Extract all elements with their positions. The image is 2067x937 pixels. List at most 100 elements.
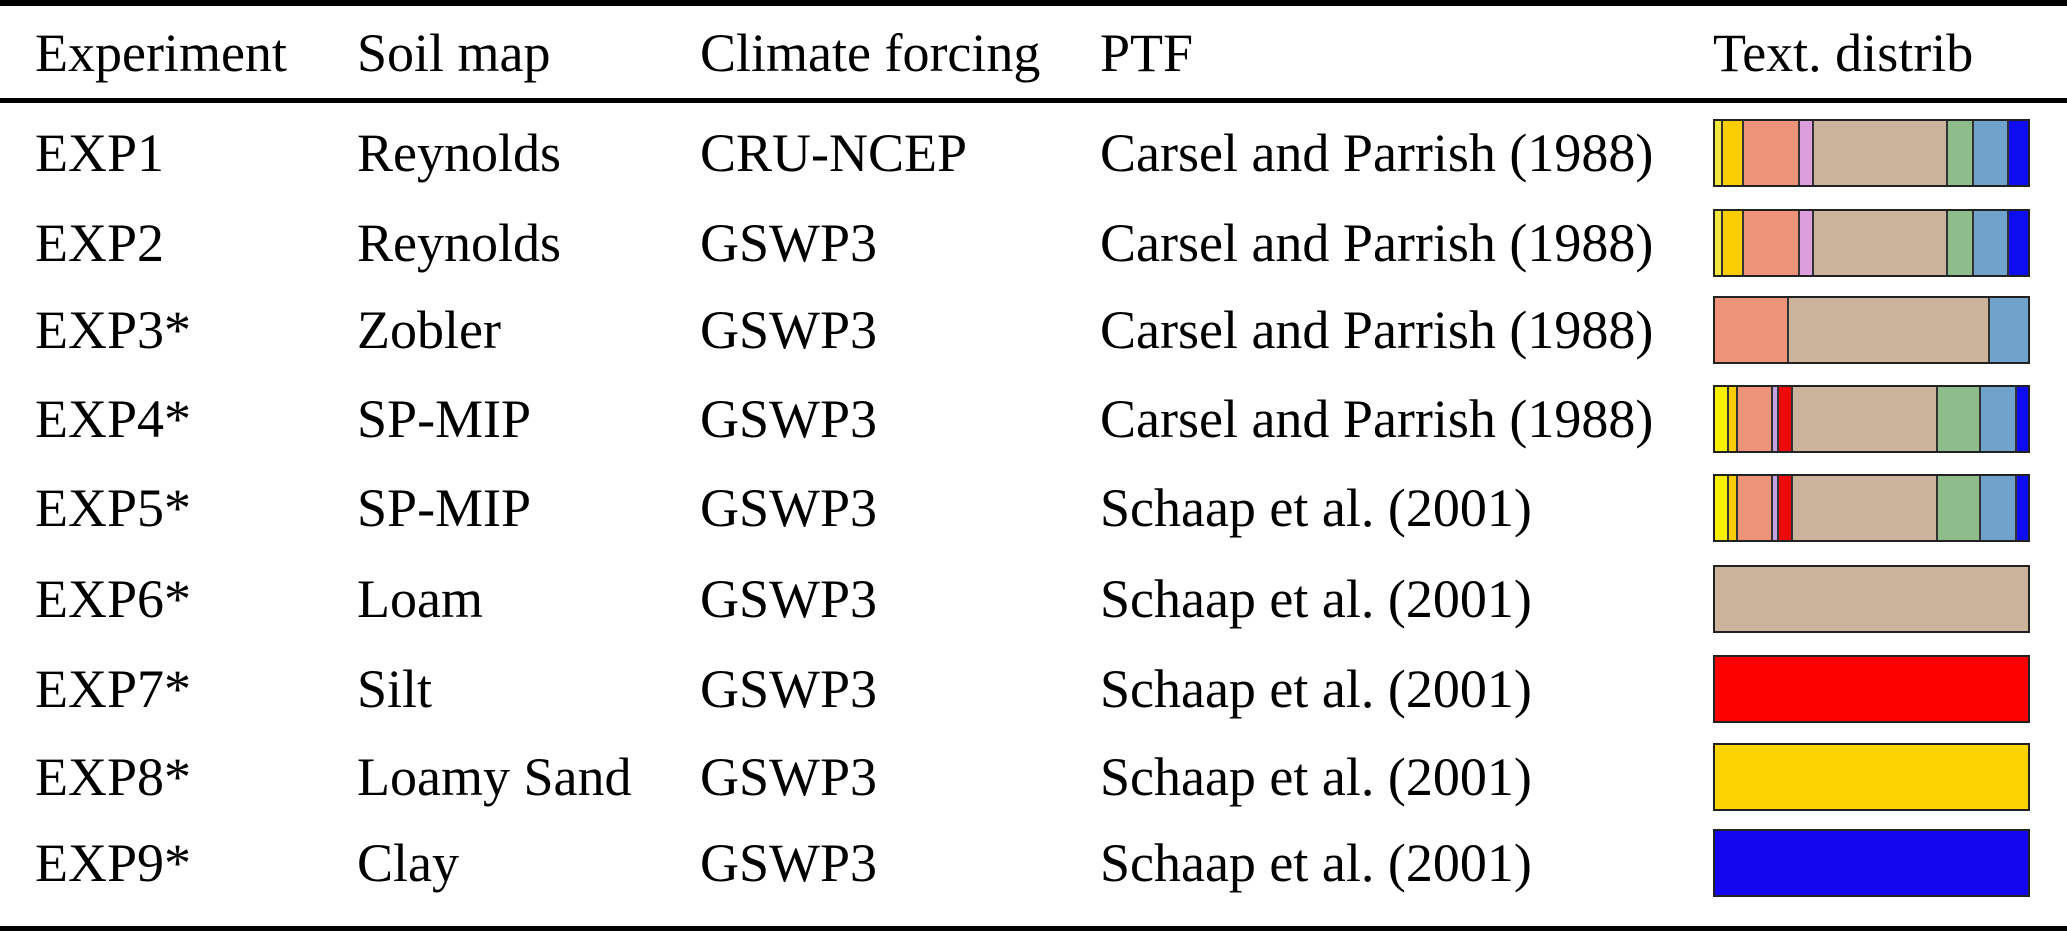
column-header-experiment: Experiment bbox=[35, 23, 287, 83]
texture-distribution-bar bbox=[1713, 119, 2030, 187]
table-row: EXP4* SP-MIP GSWP3 Carsel and Parrish (1… bbox=[0, 375, 2067, 463]
soil-map-cell: Reynolds bbox=[357, 213, 562, 273]
ptf-cell: Carsel and Parrish (1988) bbox=[1100, 389, 1654, 449]
texture-bar-segment bbox=[1727, 387, 1736, 451]
texture-distribution-bar bbox=[1713, 743, 2030, 811]
ptf-cell: Schaap et al. (2001) bbox=[1100, 659, 1532, 719]
soil-map-cell: Silt bbox=[357, 659, 433, 719]
texture-bar-segment bbox=[1741, 211, 1798, 275]
experiment-cell: EXP8* bbox=[35, 747, 192, 807]
texture-distribution-bar bbox=[1713, 655, 2030, 723]
texture-distribution-bar bbox=[1713, 474, 2030, 542]
texture-bar-segment bbox=[1978, 387, 2016, 451]
texture-bar-segment bbox=[1727, 476, 1736, 540]
table-row: EXP2 Reynolds GSWP3 Carsel and Parrish (… bbox=[0, 199, 2067, 287]
texture-bar-segment bbox=[2007, 211, 2028, 275]
texture-bar-segment bbox=[1715, 211, 1721, 275]
experiment-cell: EXP9* bbox=[35, 833, 192, 893]
ptf-cell: Schaap et al. (2001) bbox=[1100, 747, 1532, 807]
table-row: EXP1 Reynolds CRU-NCEP Carsel and Parris… bbox=[0, 109, 2067, 197]
table-row: EXP9* Clay GSWP3 Schaap et al. (2001) bbox=[0, 819, 2067, 907]
climate-forcing-cell: CRU-NCEP bbox=[700, 123, 968, 183]
column-header-climate-forcing: Climate forcing bbox=[700, 23, 1041, 83]
table-row: EXP3* Zobler GSWP3 Carsel and Parrish (1… bbox=[0, 286, 2067, 374]
texture-bar-segment bbox=[2015, 387, 2028, 451]
texture-distribution-bar bbox=[1713, 829, 2030, 897]
climate-forcing-cell: GSWP3 bbox=[700, 569, 878, 629]
table-row: EXP5* SP-MIP GSWP3 Schaap et al. (2001) bbox=[0, 464, 2067, 552]
column-header-text-distrib: Text. distrib bbox=[1713, 23, 1974, 83]
texture-bar-segment bbox=[1720, 211, 1742, 275]
texture-bar-segment bbox=[1812, 121, 1947, 185]
texture-bar-segment bbox=[1988, 298, 2028, 362]
texture-bar-segment bbox=[1946, 211, 1972, 275]
texture-bar-segment bbox=[1936, 476, 1979, 540]
table-row: EXP7* Silt GSWP3 Schaap et al. (2001) bbox=[0, 645, 2067, 733]
climate-forcing-cell: GSWP3 bbox=[700, 389, 878, 449]
soil-map-cell: Clay bbox=[357, 833, 459, 893]
table-row: EXP6* Loam GSWP3 Schaap et al. (2001) bbox=[0, 555, 2067, 643]
experiment-cell: EXP6* bbox=[35, 569, 192, 629]
table-row: EXP8* Loamy Sand GSWP3 Schaap et al. (20… bbox=[0, 733, 2067, 821]
ptf-cell: Carsel and Parrish (1988) bbox=[1100, 213, 1654, 273]
texture-bar-segment bbox=[1787, 298, 1989, 362]
experiment-cell: EXP4* bbox=[35, 389, 192, 449]
climate-forcing-cell: GSWP3 bbox=[700, 833, 878, 893]
texture-bar-segment bbox=[1715, 476, 1728, 540]
texture-bar-segment bbox=[1770, 476, 1778, 540]
texture-bar-segment bbox=[1946, 121, 1972, 185]
texture-bar-segment bbox=[1715, 567, 2028, 631]
texture-bar-segment bbox=[1797, 121, 1813, 185]
texture-bar-segment bbox=[1735, 387, 1771, 451]
texture-bar-segment bbox=[1797, 211, 1813, 275]
texture-bar-segment bbox=[1971, 211, 2008, 275]
column-header-ptf: PTF bbox=[1100, 23, 1194, 83]
texture-bar-segment bbox=[1735, 476, 1771, 540]
experiment-cell: EXP2 bbox=[35, 213, 165, 273]
experiment-cell: EXP3* bbox=[35, 300, 192, 360]
texture-bar-segment bbox=[1720, 121, 1742, 185]
texture-bar-segment bbox=[1777, 476, 1792, 540]
climate-forcing-cell: GSWP3 bbox=[700, 213, 878, 273]
ptf-cell: Schaap et al. (2001) bbox=[1100, 569, 1532, 629]
texture-bar-segment bbox=[2015, 476, 2028, 540]
texture-bar-segment bbox=[1978, 476, 2016, 540]
texture-distribution-bar bbox=[1713, 296, 2030, 364]
texture-bar-segment bbox=[1715, 831, 2028, 895]
experiment-cell: EXP5* bbox=[35, 478, 192, 538]
ptf-cell: Carsel and Parrish (1988) bbox=[1100, 300, 1654, 360]
texture-distribution-bar bbox=[1713, 385, 2030, 453]
texture-bar-segment bbox=[1715, 745, 2028, 809]
texture-bar-segment bbox=[1971, 121, 2008, 185]
experiment-cell: EXP7* bbox=[35, 659, 192, 719]
texture-bar-segment bbox=[1715, 298, 1787, 362]
climate-forcing-cell: GSWP3 bbox=[700, 300, 878, 360]
soil-map-cell: Reynolds bbox=[357, 123, 562, 183]
table-header-row: Experiment Soil map Climate forcing PTF … bbox=[0, 8, 2067, 98]
texture-bar-segment bbox=[1715, 387, 1728, 451]
climate-forcing-cell: GSWP3 bbox=[700, 659, 878, 719]
climate-forcing-cell: GSWP3 bbox=[700, 478, 878, 538]
soil-map-cell: Zobler bbox=[357, 300, 501, 360]
soil-map-cell: SP-MIP bbox=[357, 478, 532, 538]
ptf-cell: Carsel and Parrish (1988) bbox=[1100, 123, 1654, 183]
texture-bar-segment bbox=[1812, 211, 1947, 275]
experiment-cell: EXP1 bbox=[35, 123, 165, 183]
top-rule bbox=[0, 0, 2067, 6]
bottom-rule bbox=[0, 926, 2067, 931]
texture-bar-segment bbox=[1791, 476, 1937, 540]
soil-map-cell: Loamy Sand bbox=[357, 747, 632, 807]
ptf-cell: Schaap et al. (2001) bbox=[1100, 833, 1532, 893]
ptf-cell: Schaap et al. (2001) bbox=[1100, 478, 1532, 538]
texture-bar-segment bbox=[2007, 121, 2028, 185]
texture-bar-segment bbox=[1936, 387, 1979, 451]
header-rule bbox=[0, 98, 2067, 103]
texture-distribution-bar bbox=[1713, 565, 2030, 633]
texture-bar-segment bbox=[1791, 387, 1937, 451]
texture-distribution-bar bbox=[1713, 209, 2030, 277]
column-header-soil-map: Soil map bbox=[357, 23, 551, 83]
texture-bar-segment bbox=[1715, 657, 2028, 721]
texture-bar-segment bbox=[1777, 387, 1792, 451]
soil-map-cell: Loam bbox=[357, 569, 483, 629]
texture-bar-segment bbox=[1770, 387, 1778, 451]
